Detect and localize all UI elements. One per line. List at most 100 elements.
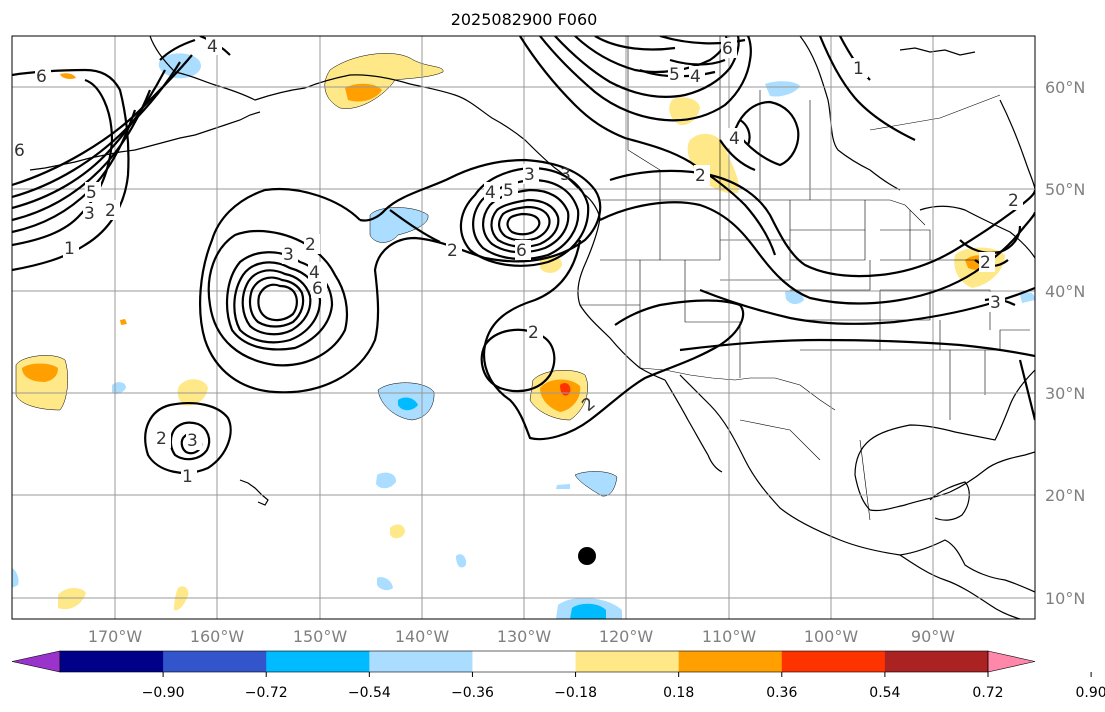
contour-line	[248, 276, 305, 328]
colorbar-extend-min	[11, 650, 61, 673]
lon-label: 140°W	[395, 627, 450, 646]
west-coast	[577, 217, 666, 381]
colorbar: −0.90 −0.72 −0.54 −0.36 −0.18 0.18 0.36 0.54 0.7…	[11, 650, 1105, 701]
colorbar-extend-max	[987, 650, 1036, 673]
canada-province-line	[869, 94, 1001, 131]
anomaly-positive-area	[390, 524, 405, 539]
contour-label: 2	[528, 323, 539, 343]
contour-label: 2	[980, 253, 991, 273]
contour-line	[1018, 359, 1035, 421]
contour-line	[506, 212, 541, 236]
contour-line	[12, 54, 193, 187]
anomaly-positive-core	[540, 379, 581, 412]
longitude-axis: 170°W 160°W 150°W 140°W 130°W 120°W 110°…	[88, 627, 955, 646]
anomaly-negative-area	[12, 568, 19, 588]
colorbar-tick-label: −0.72	[245, 685, 288, 701]
colorbar-segment	[781, 651, 886, 672]
contour-line	[599, 201, 1035, 305]
contour-label: 3	[187, 431, 198, 451]
colorbar-segment	[472, 651, 577, 672]
contour-label: 1	[853, 59, 864, 79]
contour-line	[480, 328, 556, 393]
state-line	[790, 230, 866, 261]
contour-line	[733, 100, 800, 167]
colorbar-segment	[884, 651, 989, 672]
colorbar-frame	[59, 650, 989, 673]
contour-line	[198, 158, 602, 394]
contour-line	[594, 36, 676, 51]
colorbar-tick-label: −0.54	[348, 685, 391, 701]
contour-line	[719, 139, 756, 172]
anomaly-positive-area	[687, 133, 739, 194]
colorbar-tick-label: −0.90	[142, 685, 185, 701]
anomaly-positive-area	[177, 379, 208, 406]
canada-coast	[919, 205, 1035, 259]
contour-label: 3	[990, 293, 1001, 313]
anomaly-negative-area	[575, 471, 617, 497]
lat-label: 20°N	[1045, 486, 1085, 505]
state-line	[930, 289, 991, 330]
colorbar-tick-label: 0.90	[1076, 685, 1105, 701]
colorbar-segment	[163, 651, 267, 672]
contour-line	[482, 188, 570, 254]
contour-label: 2	[1008, 191, 1019, 211]
central-america	[899, 554, 1021, 619]
colorbar-tick-label: −0.18	[554, 685, 597, 701]
baja-california	[664, 379, 723, 473]
contour-line	[554, 36, 740, 98]
contour-line	[739, 119, 751, 146]
storm-position-marker	[578, 547, 596, 565]
contour-line	[12, 78, 114, 247]
anomaly-negative-area	[158, 53, 201, 79]
colorbar-tick-label: 0.54	[869, 685, 900, 701]
lon-label: 120°W	[599, 627, 654, 646]
contour-line	[519, 36, 777, 256]
anomaly-positive-area	[60, 73, 76, 79]
anomaly-negative-area	[370, 207, 429, 243]
colorbar-tick-label: 0.72	[972, 685, 1003, 701]
contour-label: 3	[283, 245, 294, 265]
lon-label: 90°W	[911, 627, 955, 646]
state-line	[940, 329, 1030, 351]
contour-line	[498, 205, 551, 242]
anomaly-positive-core	[345, 83, 382, 102]
colorbar-segment	[369, 651, 473, 672]
anomaly-positive-area	[540, 255, 562, 273]
colorbar-segments	[11, 650, 1036, 673]
map-border	[11, 35, 1036, 620]
lon-label: 110°W	[702, 627, 757, 646]
colorbar-segment	[266, 651, 370, 672]
state-boundary-layer	[580, 36, 1030, 521]
contour-label: 5	[503, 181, 514, 201]
colorbar-ticks: −0.90 −0.72 −0.54 −0.36 −0.18 0.18 0.36 0.54 0.7…	[142, 672, 1105, 701]
anomaly-negative-area	[377, 577, 393, 591]
alaska-coast	[149, 36, 601, 219]
contour-label: 2	[105, 201, 116, 221]
map-title: 2025082900 F060	[450, 10, 598, 29]
contour-label: 2	[156, 429, 167, 449]
canada-north	[999, 99, 1035, 191]
anomaly-negative-core	[570, 603, 606, 619]
contour-label: 6	[722, 39, 733, 59]
hudson-bay	[799, 36, 901, 191]
contour-label: 6	[36, 67, 47, 87]
lon-label: 130°W	[497, 627, 552, 646]
greenland-edge	[899, 47, 976, 56]
lat-label: 10°N	[1045, 589, 1085, 608]
contour-line	[226, 251, 334, 351]
contour-label: 2	[447, 241, 458, 261]
contour-line	[257, 283, 298, 322]
coastline-layer	[29, 36, 1035, 619]
contour-line	[659, 36, 746, 45]
contour-label: 1	[64, 239, 75, 259]
anomaly-negative-area	[765, 81, 800, 97]
mexico-state-line	[859, 439, 871, 521]
contour-label: 4	[309, 263, 320, 283]
contour-label: 4	[207, 37, 218, 57]
contour-line	[169, 421, 211, 461]
contour-line	[669, 58, 726, 66]
colorbar-segment	[575, 651, 680, 672]
lat-label: 60°N	[1045, 78, 1085, 97]
colorbar-tick-label: −0.36	[451, 685, 494, 701]
